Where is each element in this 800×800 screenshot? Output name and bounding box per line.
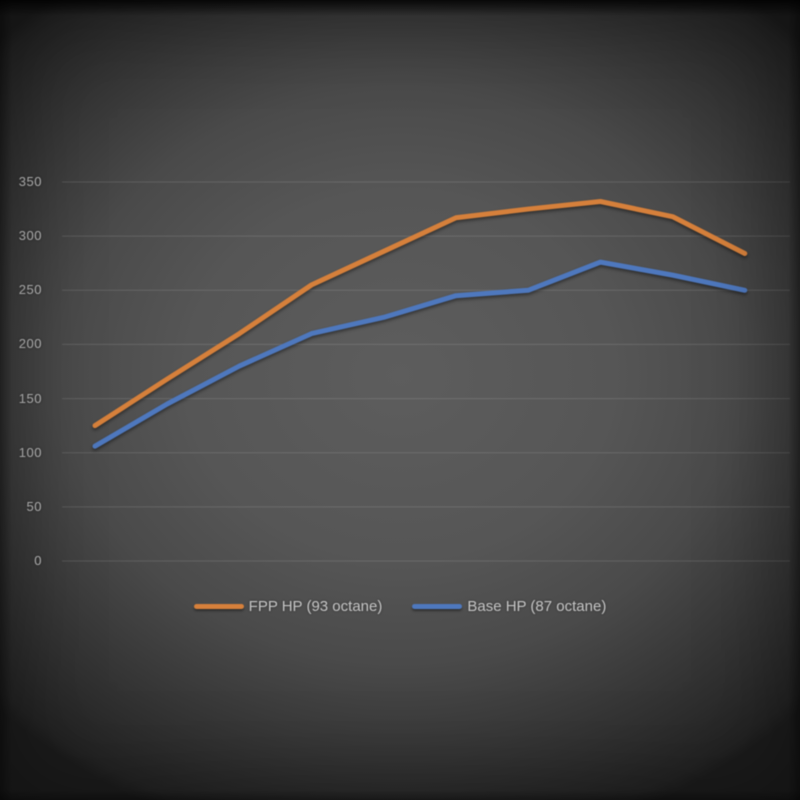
y-axis-tick-label: 200: [18, 336, 42, 352]
legend-label-fpp-hp: FPP HP (93 octane): [248, 598, 383, 615]
y-axis-tick-label: 250: [18, 282, 42, 298]
y-axis-tick-label: 0: [34, 553, 42, 568]
y-axis-tick-label: 100: [18, 444, 42, 460]
legend-item-fpp-hp: FPP HP (93 octane): [193, 598, 383, 615]
legend-swatch-orange: [193, 604, 244, 609]
y-axis-tick-label: 50: [26, 498, 42, 514]
legend-label-base-hp: Base HP (87 octane): [467, 598, 607, 615]
legend-swatch-blue: [412, 604, 463, 609]
legend-item-base-hp: Base HP (87 octane): [412, 598, 606, 615]
series-line-fpp-hp: [92, 198, 748, 429]
series-line-base-hp: [92, 259, 748, 449]
y-axis-tick-label: 300: [18, 228, 42, 244]
y-axis-tick-label: 350: [18, 174, 42, 189]
y-axis-tick-label: 150: [18, 390, 42, 406]
y-axis: 350 300 250 200 150 100 50 0: [0, 0, 46, 800]
chart-legend: FPP HP (93 octane) Base HP (87 octane): [0, 598, 800, 615]
